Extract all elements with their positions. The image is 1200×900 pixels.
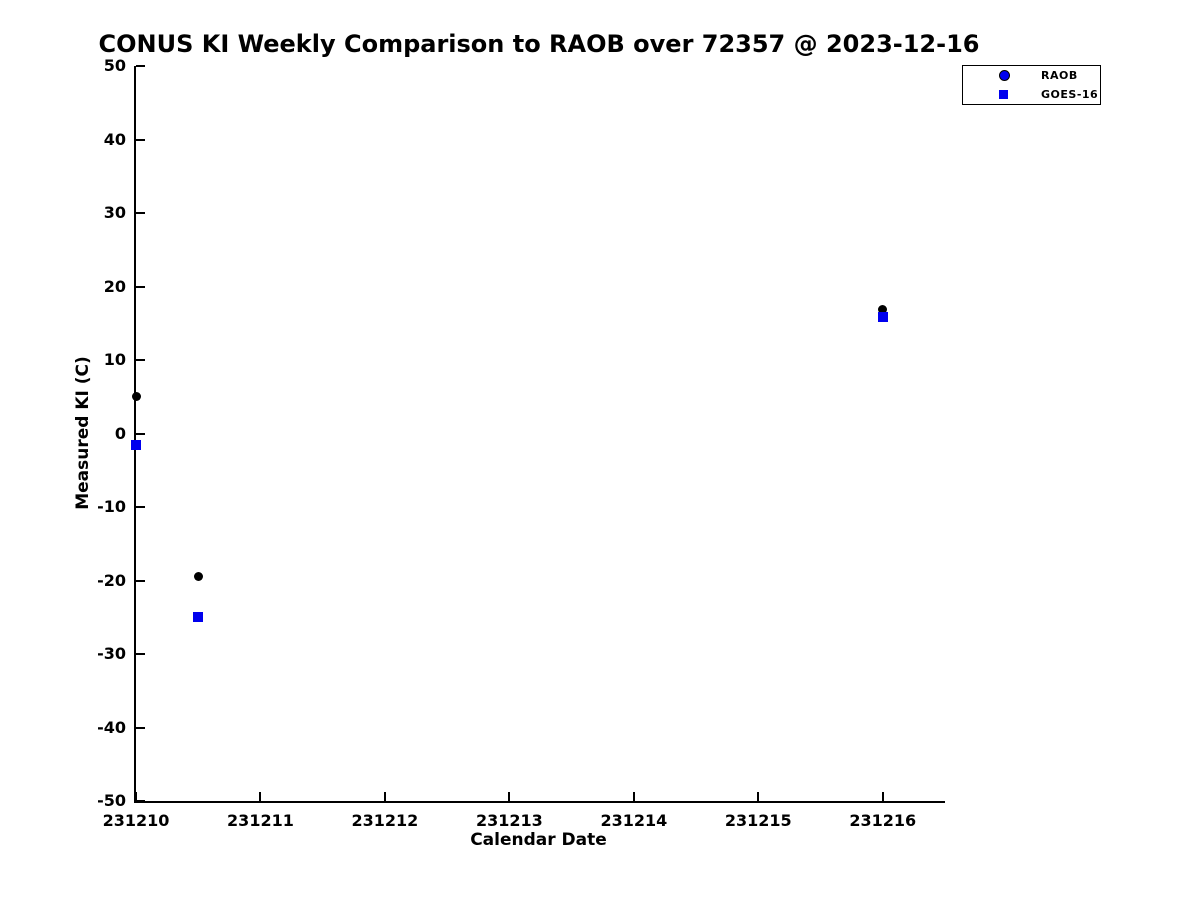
plot-area: -50 -40 -30 -20 -10 0 10 20 30 40 50 231210 231211 23… (97, 56, 945, 830)
y-tick-label: -40 (97, 717, 126, 737)
y-tick-label: 0 (114, 423, 126, 443)
legend-item-goes16: GOES-16 (963, 85, 1100, 104)
x-tick-mark (881, 792, 884, 801)
x-tick-mark (508, 792, 511, 801)
goes16-legend-marker-icon (999, 90, 1008, 99)
x-tick-mark (135, 792, 137, 801)
legend-label-raob: RAOB (1041, 69, 1078, 82)
legend: RAOB GOES-16 (962, 65, 1101, 105)
legend-item-raob: RAOB (963, 66, 1100, 85)
y-tick-label: 20 (103, 276, 126, 296)
x-tick-label: 231211 (227, 811, 294, 830)
y-tick-mark (136, 212, 145, 214)
legend-label-goes16: GOES-16 (1041, 88, 1099, 101)
x-tick-label: 231214 (600, 811, 668, 830)
y-tick-mark (136, 726, 145, 729)
x-tick-mark (757, 792, 760, 801)
y-tick-label: 30 (103, 203, 126, 222)
raob-legend-marker-icon (999, 70, 1010, 81)
data-point-raob (193, 571, 203, 581)
y-tick-label: 40 (103, 129, 126, 149)
y-tick-label: -20 (97, 570, 126, 590)
y-tick-label: 10 (103, 350, 126, 369)
y-tick-mark (136, 653, 145, 655)
data-point-goes-16 (877, 311, 888, 322)
data-point-goes-16 (193, 611, 204, 622)
x-tick-label: 231213 (475, 811, 543, 830)
y-tick-label: -10 (97, 497, 126, 516)
x-tick-label: 231212 (351, 811, 419, 830)
x-axis-label: Calendar Date (470, 830, 607, 850)
y-tick-mark (136, 579, 145, 582)
data-point-goes-16 (131, 440, 141, 451)
data-point-raob (131, 392, 141, 402)
x-tick-label: 231215 (724, 811, 792, 830)
y-tick-label: 50 (103, 56, 126, 75)
y-tick-mark (136, 359, 145, 361)
y-tick-mark (136, 432, 145, 435)
y-tick-mark (136, 65, 145, 67)
chart-title: CONUS KI Weekly Comparison to RAOB over … (98, 30, 980, 58)
y-tick-mark (136, 285, 145, 288)
data-point-raob (878, 304, 888, 314)
x-tick-mark (259, 792, 262, 801)
y-tick-mark (136, 138, 145, 141)
x-tick-mark (383, 792, 386, 801)
y-tick-mark (136, 800, 145, 802)
y-tick-label: -30 (97, 644, 126, 663)
x-tick-label: 231210 (102, 811, 170, 830)
x-tick-label: 231216 (849, 811, 917, 830)
y-tick-label: -50 (97, 791, 126, 810)
x-tick-mark (632, 792, 635, 801)
y-tick-mark (136, 506, 145, 508)
